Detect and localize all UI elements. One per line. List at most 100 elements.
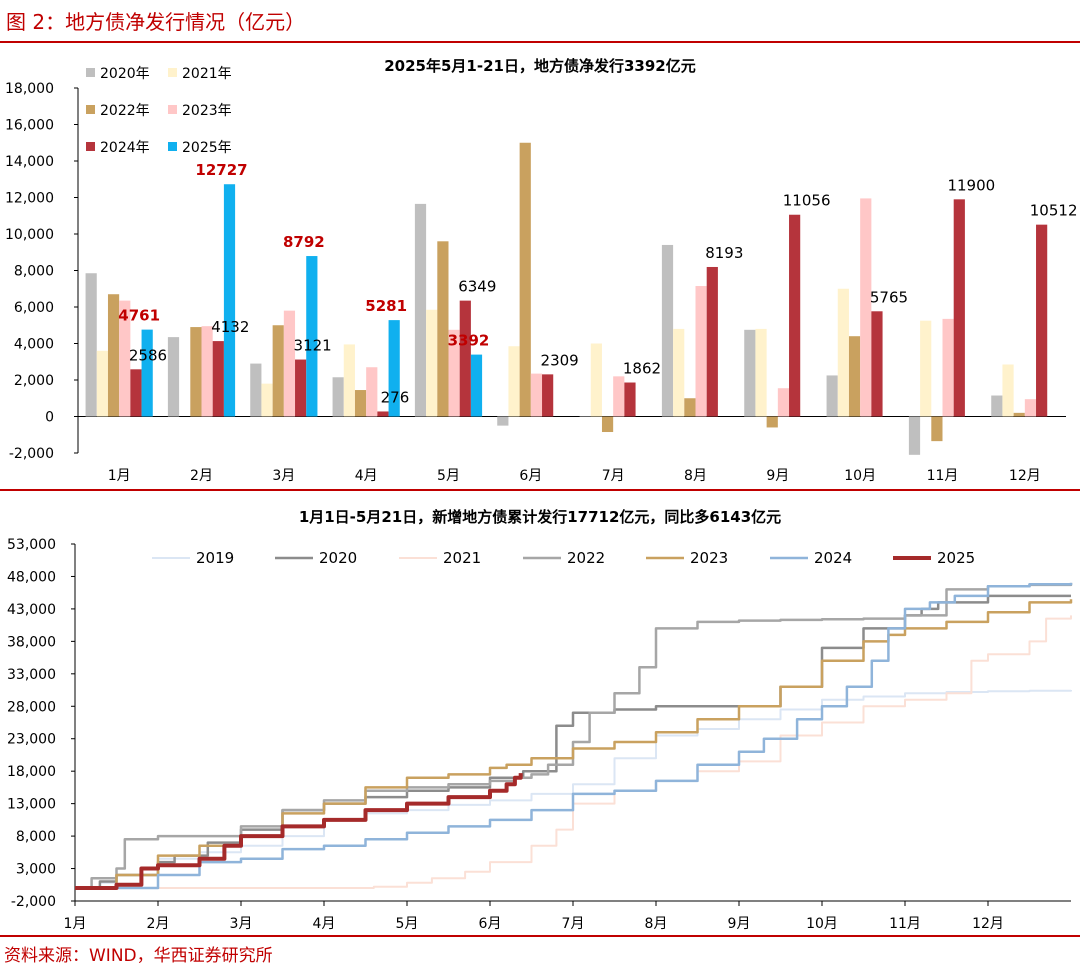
line-x-tick-label: 11月 xyxy=(889,916,921,932)
bar-legend-swatch xyxy=(168,105,177,114)
bar-legend-swatch xyxy=(86,142,95,151)
bar-2022年-3月 xyxy=(272,325,284,417)
bar-data-label: 5281 xyxy=(365,297,407,315)
bar-data-label: 2586 xyxy=(129,346,167,364)
bar-legend-label: 2021年 xyxy=(182,66,232,82)
bar-x-tick-label: 6月 xyxy=(519,468,542,484)
line-x-tick-label: 8月 xyxy=(645,916,668,932)
line-y-tick-label: 8,000 xyxy=(16,829,56,845)
bar-2023年-3月 xyxy=(283,310,296,417)
bar-legend-label: 2025年 xyxy=(182,140,232,156)
bar-2025年-5月 xyxy=(470,354,483,417)
bar-2022年-2月 xyxy=(190,327,202,417)
bar-data-label: 11056 xyxy=(783,192,831,210)
bar-2024年-4月 xyxy=(377,411,389,417)
line-series-2025 xyxy=(75,773,523,890)
bar-2021年-9月 xyxy=(755,328,767,417)
bar-data-label: 3392 xyxy=(448,332,490,350)
bar-2021年-8月 xyxy=(673,328,685,417)
bar-data-label: 2309 xyxy=(541,351,579,369)
bar-2021年-12月 xyxy=(1002,364,1014,417)
bar-2024年-2月 xyxy=(212,341,224,417)
line-x-tick-label: 6月 xyxy=(479,916,502,932)
bar-2021年-5月 xyxy=(426,309,438,417)
bar-x-tick-label: 10月 xyxy=(844,468,876,484)
line-y-tick-label: 38,000 xyxy=(7,634,56,650)
bar-2022年-6月 xyxy=(519,142,531,417)
line-x-tick-label: 1月 xyxy=(64,916,87,932)
bottom-rule xyxy=(0,935,1080,937)
bar-x-tick-label: 4月 xyxy=(355,468,378,484)
bar-2020年-10月 xyxy=(826,375,838,417)
line-legend-label: 2023 xyxy=(690,549,728,567)
bar-data-label: 4761 xyxy=(118,307,160,325)
bar-y-tick-label: 14,000 xyxy=(5,154,54,170)
bar-x-tick-label: 12月 xyxy=(1009,468,1041,484)
line-legend-label: 2019 xyxy=(196,549,234,567)
bar-2020年-5月 xyxy=(414,203,427,417)
bar-chart: 2025年5月1-21日，地方债净发行3392亿元 -2,000 0 2,000 4,0… xyxy=(5,57,1077,484)
bar-2021年-11月 xyxy=(920,320,932,417)
bar-2023年-9月 xyxy=(777,388,790,417)
bar-2020年-7月 xyxy=(579,416,591,417)
line-chart: 1月1日-5月21日，新增地方债累计发行17712亿元，同比多6143亿元 -2,… xyxy=(7,508,1073,932)
figure-title: 图 2：地方债净发行情况（亿元） xyxy=(6,10,306,34)
middle-rule xyxy=(0,489,1080,491)
bar-2021年-1月 xyxy=(96,350,108,417)
line-x-tick-label: 5月 xyxy=(396,916,419,932)
bar-y-tick-label: 4,000 xyxy=(14,337,54,353)
line-y-tick-label: 48,000 xyxy=(7,569,56,585)
bar-y-tick-label: 16,000 xyxy=(5,118,54,134)
bar-data-label: 8792 xyxy=(283,233,325,251)
line-y-tick-label: 53,000 xyxy=(7,537,56,553)
bar-x-tick-label: 9月 xyxy=(766,468,789,484)
bar-y-tick-label: 8,000 xyxy=(14,264,54,280)
bar-2022年-5月 xyxy=(437,241,449,417)
bar-2023年-7月 xyxy=(613,376,625,417)
bar-2024年-8月 xyxy=(706,266,718,417)
line-x-tick-label: 9月 xyxy=(728,916,751,932)
line-x-tick-label: 7月 xyxy=(562,916,585,932)
bar-x-tick-label: 8月 xyxy=(684,468,707,484)
bar-y-tick-label: 0 xyxy=(45,410,54,426)
bar-x-tick-label: 7月 xyxy=(602,468,625,484)
line-y-tick-label: 28,000 xyxy=(7,699,56,715)
bar-2022年-1月 xyxy=(107,294,120,417)
bar-2022年-4月 xyxy=(354,390,367,417)
bar-2022年-8月 xyxy=(684,398,696,417)
bar-y-tick-label: 12,000 xyxy=(5,191,54,207)
bar-2024年-11月 xyxy=(953,199,965,417)
bar-x-tick-label: 3月 xyxy=(272,468,295,484)
bar-x-tick-label: 5月 xyxy=(437,468,460,484)
bar-legend-swatch xyxy=(86,68,95,77)
line-y-tick-label: 13,000 xyxy=(7,797,56,813)
bar-x-tick-label: 11月 xyxy=(927,468,959,484)
bar-2021年-10月 xyxy=(837,288,849,417)
top-rule xyxy=(0,41,1080,43)
bar-2022年-12月 xyxy=(1013,412,1025,417)
bar-2020年-2月 xyxy=(167,337,180,417)
bar-x-tick-label: 1月 xyxy=(108,468,131,484)
bar-y-tick-label: 6,000 xyxy=(14,300,54,316)
bar-2020年-3月 xyxy=(250,363,262,417)
line-legend-label: 2025 xyxy=(937,549,975,567)
bar-2024年-9月 xyxy=(789,214,801,417)
line-series-2024 xyxy=(75,582,1073,890)
bar-2025年-3月 xyxy=(306,256,318,417)
line-y-tick-label: 33,000 xyxy=(7,667,56,683)
bar-2020年-1月 xyxy=(85,273,97,417)
bar-2023年-11月 xyxy=(942,318,954,417)
line-x-tick-label: 4月 xyxy=(313,916,336,932)
bar-legend-label: 2024年 xyxy=(100,140,150,156)
bar-x-tick-label: 2月 xyxy=(190,468,213,484)
bar-2022年-7月 xyxy=(601,416,614,433)
bar-2023年-2月 xyxy=(201,326,213,417)
bar-2023年-12月 xyxy=(1024,399,1037,417)
bar-data-label: 5765 xyxy=(870,288,908,306)
line-legend-label: 2021 xyxy=(443,549,481,567)
bar-2025年-2月 xyxy=(223,184,236,417)
bar-data-label: 6349 xyxy=(458,278,496,296)
bar-2024年-5月 xyxy=(459,300,471,417)
line-y-tick-label: 43,000 xyxy=(7,602,56,618)
bar-2022年-9月 xyxy=(766,416,778,428)
